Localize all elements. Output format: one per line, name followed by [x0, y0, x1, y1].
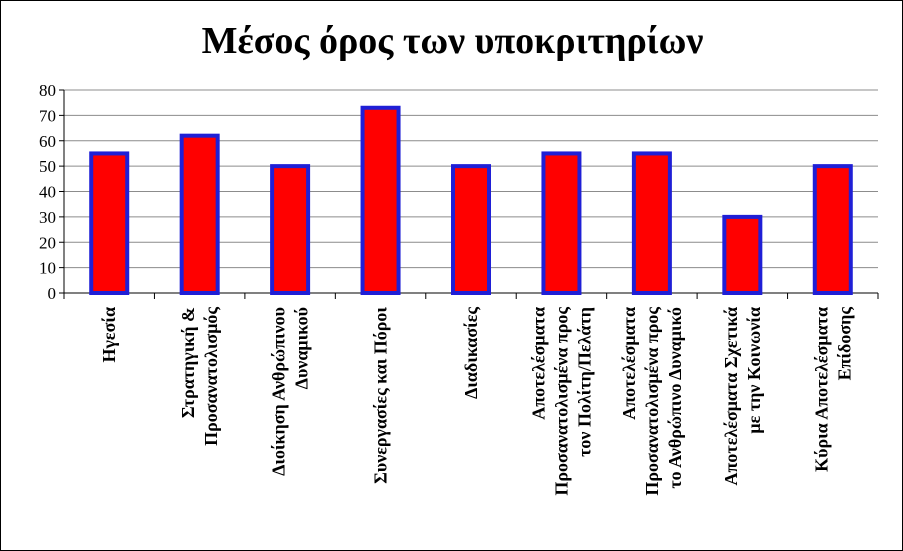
y-tick-label: 0 — [48, 284, 57, 303]
bar — [179, 133, 220, 295]
bar — [360, 105, 401, 295]
y-tick-label: 20 — [39, 233, 56, 252]
x-tick-label: Στρατηγική & Προσανατολισμός — [178, 307, 221, 446]
x-tick-label: Κύρια Αποτελέσματα Επίδοσης — [811, 307, 854, 472]
bar — [631, 151, 672, 295]
y-tick-label: 60 — [39, 132, 56, 151]
bar — [541, 151, 582, 295]
x-tick-label: Συνεργασίες και Πόροι — [371, 307, 391, 484]
x-tick-label: Αποτελέσματα Προσανατολισμένα προς τον Πολ… — [528, 307, 594, 496]
y-tick-label: 10 — [39, 259, 56, 278]
chart-title: Μέσος όρος των υποκριτηρίων — [201, 20, 704, 62]
y-tick-label: 40 — [39, 183, 56, 202]
x-tick-label: Διαδικασίες — [461, 307, 481, 399]
bar — [89, 151, 130, 295]
x-tick-label: Διοίκηση Ανθρώπινου Δυναμικού — [269, 307, 312, 476]
x-tick-label: Ηγεσία — [99, 307, 119, 363]
x-tick-label: Αποτελέσματα Σχετικά με την Κοινωνία — [721, 307, 764, 485]
bar — [722, 214, 763, 295]
bar — [270, 164, 311, 295]
bar — [451, 164, 491, 295]
y-tick-label: 50 — [39, 157, 56, 176]
y-tick-label: 30 — [39, 208, 56, 227]
y-tick-label: 70 — [39, 106, 56, 125]
bar — [812, 164, 853, 295]
x-tick-label: Αποτελέσματα Προσανατολισμένα προς το Ανθρ… — [619, 307, 685, 496]
y-tick-label: 80 — [39, 81, 56, 100]
